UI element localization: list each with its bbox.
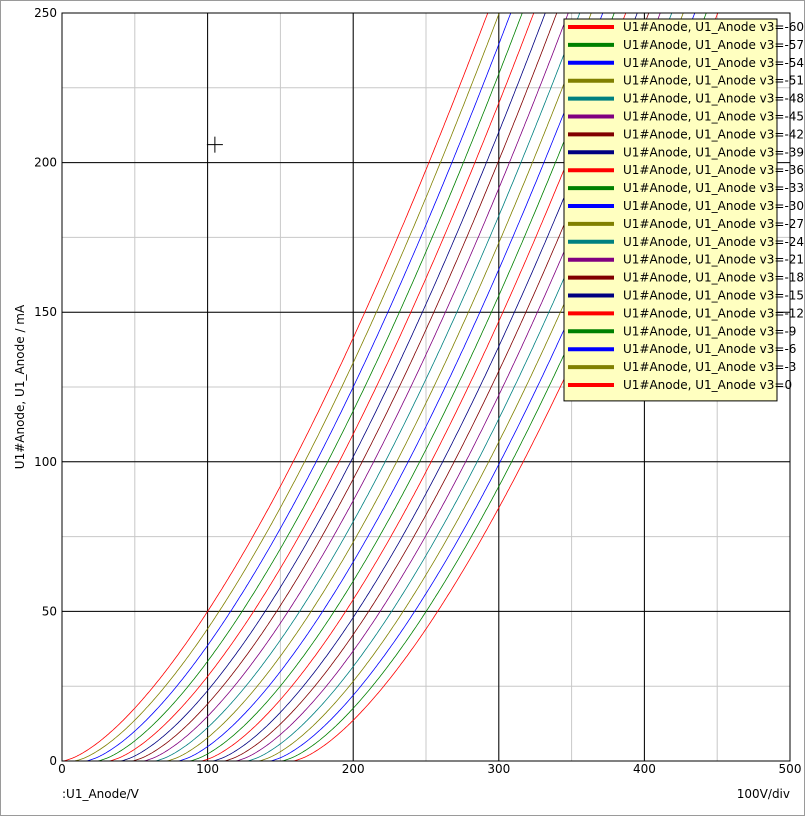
legend-entry: U1#Anode, U1_Anode v3=-6: [623, 342, 796, 356]
series-line: [166, 13, 615, 761]
legend-entry: U1#Anode, U1_Anode v3=0: [623, 378, 792, 392]
cursor-crosshair[interactable]: [206, 136, 223, 153]
legend-entry: U1#Anode, U1_Anode v3=-3: [623, 360, 796, 374]
legend-entry: U1#Anode, U1_Anode v3=-39: [623, 145, 804, 159]
x-tick-label: 400: [633, 762, 656, 776]
legend-entry: U1#Anode, U1_Anode v3=-57: [623, 38, 804, 52]
legend-entry: U1#Anode, U1_Anode v3=-42: [623, 127, 804, 141]
y-tick-label: 50: [42, 604, 57, 618]
legend-entry: U1#Anode, U1_Anode v3=-18: [623, 271, 804, 285]
y-axis-label: U1#Anode, U1_Anode / mA: [13, 304, 27, 469]
legend-entry: U1#Anode, U1_Anode v3=-36: [623, 163, 804, 177]
legend-entry: U1#Anode, U1_Anode v3=-60: [623, 20, 804, 34]
legend-entry: U1#Anode, U1_Anode v3=-48: [623, 92, 804, 106]
legend-entry: U1#Anode, U1_Anode v3=-45: [623, 110, 804, 124]
x-tick-label: 200: [342, 762, 365, 776]
legend-entry: U1#Anode, U1_Anode v3=-21: [623, 253, 804, 267]
y-tick-label: 100: [34, 455, 57, 469]
series-line: [120, 13, 569, 761]
series-line: [97, 13, 546, 761]
legend-entry: U1#Anode, U1_Anode v3=-27: [623, 217, 804, 231]
x-tick-label: 300: [487, 762, 510, 776]
x-tick-label: 0: [58, 762, 66, 776]
x-axis-label: :U1_Anode/V: [62, 787, 140, 801]
series-line: [109, 13, 558, 761]
plot-border: [61, 12, 791, 762]
legend-entry: U1#Anode, U1_Anode v3=-51: [623, 74, 804, 88]
series-line: [74, 13, 523, 761]
x-tick-label: 500: [779, 762, 802, 776]
legend-entry: U1#Anode, U1_Anode v3=-54: [623, 56, 804, 70]
y-tick-label: 200: [34, 156, 57, 170]
legend: U1#Anode, U1_Anode v3=-60 U1#Anode, U1_An…: [563, 18, 804, 402]
x-scale-note: 100V/div: [737, 787, 790, 801]
y-tick-label: 0: [49, 754, 57, 768]
series-line: [62, 13, 500, 761]
series-line: [86, 13, 535, 761]
series-line: [62, 13, 489, 761]
legend-entry: U1#Anode, U1_Anode v3=-9: [623, 324, 796, 338]
x-tick-label: 100: [196, 762, 219, 776]
legend-entry: U1#Anode, U1_Anode v3=-24: [623, 235, 804, 249]
legend-entry: U1#Anode, U1_Anode v3=-33: [623, 181, 804, 195]
series-line: [155, 13, 604, 761]
series-line: [132, 13, 581, 761]
legend-entry: U1#Anode, U1_Anode v3=-15: [623, 289, 804, 303]
y-tick-label: 250: [34, 6, 57, 20]
legend-entry: U1#Anode, U1_Anode v3=-12: [623, 306, 804, 320]
axes-layer: 0 100 200 300 400 500 0 50 100 150 200 250: [34, 6, 801, 776]
series-line: [63, 13, 512, 761]
legend-entry: U1#Anode, U1_Anode v3=-30: [623, 199, 804, 213]
y-tick-label: 150: [34, 305, 57, 319]
series-line: [143, 13, 592, 761]
